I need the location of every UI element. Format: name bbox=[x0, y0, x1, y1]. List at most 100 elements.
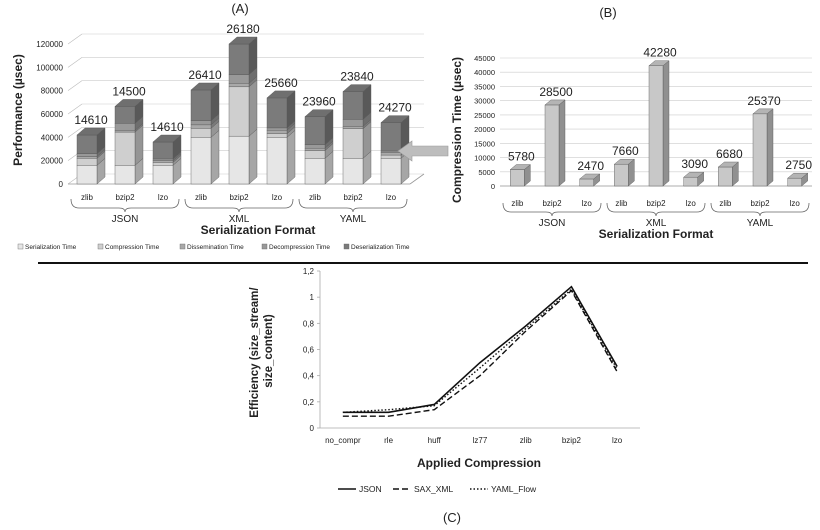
chart-b-bar-top bbox=[509, 164, 531, 170]
chart-b-group-bracket bbox=[606, 202, 706, 217]
chart-b-xlabel: Serialization Format bbox=[599, 227, 714, 241]
chart-a-gridline-side bbox=[67, 57, 83, 68]
chart-a-bar-segment bbox=[380, 154, 402, 159]
chart-a-gridline-side bbox=[67, 103, 83, 115]
chart-b-group-label: XML bbox=[646, 218, 667, 229]
chart-a-bar-segment bbox=[228, 74, 250, 84]
chart-a-bar-top bbox=[152, 134, 182, 143]
chart-b-bar-segment-side bbox=[766, 108, 774, 187]
chart-b-group-bracket bbox=[502, 202, 602, 217]
chart-a-legend: Serialization Time Compression Time Dissem… bbox=[17, 243, 410, 251]
chart-c-legend: JSON SAX_XML YAML_Flow bbox=[338, 484, 537, 494]
chart-c-legend-label: YAML_Flow bbox=[491, 484, 537, 494]
chart-a-bar-segment bbox=[114, 165, 136, 185]
chart-a-bar-segment bbox=[190, 128, 212, 138]
chart-a-bar-top bbox=[342, 84, 372, 92]
chart-a-bar-segment bbox=[228, 86, 250, 137]
chart-a-ytick-label: 100000 bbox=[36, 63, 63, 72]
chart-a-ytick-label: 0 bbox=[59, 180, 64, 189]
chart-a-bar-segment bbox=[342, 158, 364, 185]
chart-a-bar-segment bbox=[342, 91, 364, 120]
chart-b-bar-top bbox=[752, 108, 774, 115]
chart-b-bar-segment bbox=[718, 166, 733, 187]
chart-a-bar-segment bbox=[266, 133, 288, 138]
chart-b-bar-segment bbox=[752, 113, 768, 187]
chart-a-group-label: YAML bbox=[340, 214, 367, 225]
chart-a-performance: 0 20000 40000 60000 80000 100000 120000 14610 zl… bbox=[11, 22, 425, 251]
chart-a-gridline-side bbox=[67, 127, 83, 138]
chart-b-bar-top bbox=[717, 161, 739, 168]
chart-a-bars bbox=[76, 36, 410, 185]
chart-a-data-label: 14610 bbox=[74, 113, 108, 127]
chart-b-ytick-label: 10000 bbox=[474, 154, 495, 163]
chart-a-bar-segment bbox=[76, 134, 98, 154]
chart-c-xlabel: Applied Compression bbox=[417, 456, 541, 470]
chart-a-ytick-label: 20000 bbox=[41, 157, 64, 166]
chart-b-category-label: zlib bbox=[511, 199, 524, 208]
chart-c-ylabel-line1: Efficiency (size_stream/ bbox=[249, 287, 261, 418]
chart-c-labels: 0 0,2 0,4 0,6 0,8 1 1,2 no_compr rle huff lz77 zlib… bbox=[303, 267, 623, 445]
chart-c-ytick-label: 1 bbox=[310, 293, 315, 302]
chart-a-bar-segment-side bbox=[248, 79, 258, 137]
chart-a-bar-top bbox=[114, 99, 144, 107]
chart-a-bar-segment bbox=[380, 122, 402, 152]
chart-a-bar-segment bbox=[152, 162, 174, 166]
chart-b-data-label: 28500 bbox=[539, 85, 573, 99]
chart-a-legend-label: Compression Time bbox=[105, 244, 160, 251]
chart-b-bars bbox=[509, 60, 809, 187]
chart-c-xtick-label: zlib bbox=[520, 436, 533, 445]
chart-a-bar-top bbox=[228, 36, 258, 45]
chart-a-group-bracket bbox=[298, 198, 408, 213]
chart-b-category-label: bzip2 bbox=[750, 199, 770, 208]
chart-a-bar-segment bbox=[190, 137, 212, 185]
chart-b-ytick-label: 15000 bbox=[474, 139, 495, 148]
chart-a-group-bracket bbox=[70, 198, 180, 213]
chart-c-axes bbox=[317, 270, 640, 429]
chart-c-series-line bbox=[342, 288, 618, 413]
chart-a-labels: 0 20000 40000 60000 80000 100000 120000 14610 zl… bbox=[36, 22, 412, 225]
chart-b-category-label: bzip2 bbox=[542, 199, 562, 208]
chart-b-category-label: zlib bbox=[615, 199, 628, 208]
chart-b-bar-segment-side bbox=[662, 60, 670, 187]
chart-b-bar-segment bbox=[544, 104, 560, 187]
chart-a-bar-segment bbox=[380, 152, 402, 156]
chart-a-bar-segment bbox=[152, 141, 174, 160]
chart-c-xtick-label: rle bbox=[384, 436, 393, 445]
chart-b-data-label: 5780 bbox=[508, 150, 535, 164]
chart-b-bar-segment bbox=[683, 177, 698, 187]
chart-b-group-bracket bbox=[710, 202, 810, 217]
chart-a-bar-segment bbox=[266, 137, 288, 185]
chart-a-legend-label: Deserialization Time bbox=[351, 244, 410, 251]
chart-a-data-label: 24270 bbox=[378, 101, 412, 115]
chart-b-ytick-label: 45000 bbox=[474, 54, 495, 63]
chart-b-group-label: YAML bbox=[747, 218, 774, 229]
chart-b-bar-segment bbox=[614, 164, 629, 187]
chart-b-data-label: 42280 bbox=[643, 46, 677, 60]
chart-a-ytick-label: 60000 bbox=[41, 110, 64, 119]
chart-a-category-label: zlib bbox=[195, 193, 208, 202]
chart-a-legend-swatch bbox=[17, 243, 24, 250]
chart-a-bar-segment bbox=[152, 165, 174, 185]
chart-b-data-label: 3090 bbox=[681, 157, 708, 171]
chart-a-legend-swatch bbox=[97, 243, 104, 250]
chart-a-bar-segment bbox=[304, 158, 326, 185]
chart-b-compression-time: 0 5000 10000 15000 20000 25000 30000 35000 40000… bbox=[450, 46, 812, 241]
chart-a-bar-top bbox=[304, 109, 334, 117]
chart-a-bar-segment bbox=[342, 126, 364, 129]
callout-arrow bbox=[397, 140, 449, 162]
chart-b-category-label: lzo bbox=[686, 199, 697, 208]
chart-b-ytick-label: 20000 bbox=[474, 125, 495, 134]
chart-a-legend-swatch bbox=[343, 243, 350, 250]
chart-a-bar-segment bbox=[76, 158, 98, 166]
chart-c-ytick-label: 0 bbox=[310, 424, 315, 433]
chart-a-category-label: zlib bbox=[309, 193, 322, 202]
chart-a-ylabel: Performance (µsec) bbox=[11, 54, 25, 166]
chart-b-bar-segment bbox=[579, 178, 594, 187]
chart-a-bar-segment bbox=[304, 116, 326, 145]
chart-b-category-label: zlib bbox=[719, 199, 732, 208]
panel-label-b: (B) bbox=[599, 5, 616, 20]
chart-a-category-label: bzip2 bbox=[115, 193, 135, 202]
chart-a-gridline-side bbox=[67, 80, 83, 91]
chart-a-bar-segment bbox=[190, 89, 212, 121]
chart-c-ytick-label: 1,2 bbox=[303, 267, 315, 276]
